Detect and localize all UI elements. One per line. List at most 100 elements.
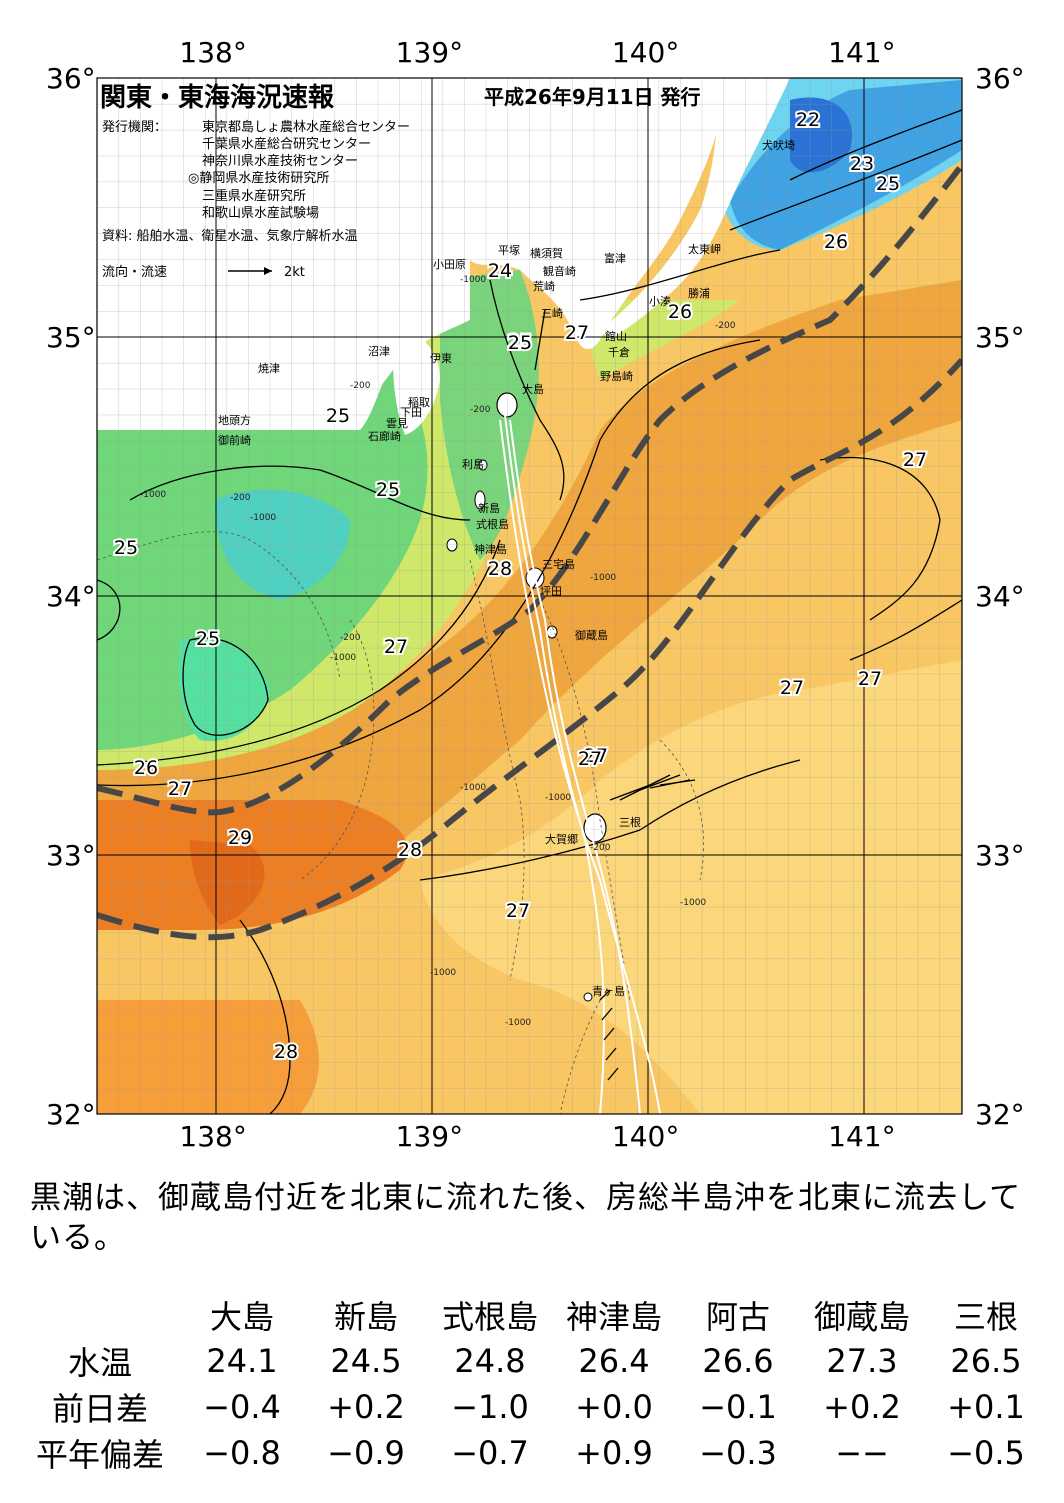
place-label: 小田原: [433, 258, 466, 271]
table-cell: +0.0: [575, 1388, 653, 1426]
place-label: 平塚: [498, 244, 520, 257]
place-label: 館山: [605, 329, 627, 343]
table-cell: 24.8: [454, 1342, 526, 1380]
map-body: [97, 78, 962, 1114]
depth-contour-label: -200: [590, 843, 611, 853]
table-cell: 26.5: [950, 1342, 1022, 1380]
table-cell: −0.4: [203, 1388, 281, 1426]
lon-label-top: 141°: [828, 36, 895, 69]
depth-contour-label: -1000: [460, 783, 486, 793]
table-cell: +0.2: [823, 1388, 901, 1426]
place-label: 新島: [478, 501, 500, 515]
current-vectors: [534, 309, 696, 1081]
depth-contour-label: -200: [340, 633, 361, 643]
station-temperature-table: 大島 新島 式根島 神津島 阿古 御蔵島 三根 水温 24.1 24.5 24.8 26.4 26.6…: [20, 1292, 1048, 1476]
isotherm-label: 27: [903, 449, 927, 471]
place-label: 野島崎: [600, 369, 633, 383]
lon-label-bottom: 141°: [828, 1120, 895, 1153]
column-header: 三根: [953, 1298, 1018, 1336]
isotherm-label: 22: [796, 109, 820, 131]
table-header-row: 大島 新島 式根島 神津島 阿古 御蔵島 三根: [20, 1292, 1048, 1338]
depth-contour-label: -1000: [680, 898, 706, 908]
depth-contour-label: -1000: [140, 490, 166, 500]
lon-label-bottom: 139°: [396, 1120, 463, 1153]
isotherm-label: 25: [196, 628, 220, 650]
lat-label-right: 33°: [975, 839, 1025, 872]
isotherm-label: 29: [228, 827, 252, 849]
lat-label-right: 36°: [975, 62, 1025, 95]
depth-labels: -200 -1000 -200 -1000 -1000 -200 -1000 -200 -100…: [140, 275, 736, 1028]
table-cell: −0.9: [327, 1434, 405, 1472]
table-cell: +0.2: [327, 1388, 405, 1426]
place-label: 御蔵島: [575, 628, 608, 642]
axis-labels: 138° 138° 139° 139° 140° 140° 141° 141° 36° 36° 35…: [46, 36, 1025, 1153]
table-row: 平年偏差 −0.8 −0.9 −0.7 +0.9 −0.3 −− −0.5: [20, 1430, 1048, 1476]
depth-contour-label: -200: [230, 493, 251, 503]
issuer-2: 神奈川県水産技術センター: [202, 153, 358, 169]
table-cell: +0.9: [575, 1434, 653, 1472]
depth-contour-label: -1000: [330, 653, 356, 663]
place-label: 観音崎: [543, 264, 576, 278]
table-corner: [20, 1292, 180, 1338]
lon-label-bottom: 138°: [179, 1120, 246, 1153]
lon-label-top: 139°: [396, 36, 463, 69]
isotherm-label: 28: [274, 1041, 298, 1063]
isotherm-label: 27: [506, 900, 530, 922]
lat-label-right: 35°: [975, 321, 1025, 354]
place-label: 荒崎: [533, 279, 555, 293]
map-frame: [96, 77, 963, 1115]
isotherm-label: 25: [114, 537, 138, 559]
issue-date: 平成26年9月11日 発行: [484, 85, 701, 109]
isotherm-label: 27: [584, 745, 608, 767]
place-label: 地頭方: [218, 413, 251, 427]
place-label: 三根: [619, 815, 641, 829]
place-label: 沼津: [368, 344, 390, 358]
isotherm-label: 23: [850, 153, 874, 175]
lon-label-top: 138°: [179, 36, 246, 69]
isotherm-label: 25: [508, 332, 532, 354]
lat-label-left: 34°: [46, 580, 96, 613]
table-cell: +0.1: [947, 1388, 1025, 1426]
isotherm-label: 27: [858, 668, 882, 690]
place-label: 利島: [462, 457, 484, 471]
isotherm-label: 26: [824, 231, 848, 253]
current-legend-label: 流向・流速: [102, 264, 167, 280]
table-cell: 26.6: [702, 1342, 774, 1380]
column-header: 神津島: [565, 1298, 662, 1336]
depth-contour-label: -200: [715, 321, 736, 331]
depth-contours: [97, 531, 705, 1114]
isotherm-label: 27: [780, 677, 804, 699]
sea-temperature-map: 関東・東海海況速報 平成26年9月11日 発行 発行機関： 東京都島しょ農林水産…: [46, 36, 1025, 1153]
place-label: 雲見: [386, 417, 408, 430]
isotherm-label: 25: [326, 405, 350, 427]
place-label: 伊東: [430, 352, 452, 365]
place-label: 神津島: [474, 542, 507, 556]
isotherm-label: 25: [876, 173, 900, 195]
isotherm-label: 27: [565, 322, 589, 344]
lat-label-left: 33°: [46, 839, 96, 872]
column-header: 大島: [209, 1298, 274, 1336]
place-label: 千倉: [608, 345, 630, 359]
table-cell: 27.3: [826, 1342, 898, 1380]
ship-tracks: [499, 414, 661, 1114]
depth-contour-label: -1000: [430, 968, 456, 978]
row-label: 前日差: [51, 1390, 148, 1428]
isotherm-label: 27: [578, 748, 602, 770]
table-cell: −−: [835, 1434, 889, 1472]
place-label: 三宅島: [542, 557, 575, 571]
place-label: 三崎: [541, 306, 563, 320]
lon-label-top: 140°: [612, 36, 679, 69]
depth-contour-label: -1000: [250, 513, 276, 523]
depth-contour-label: -1000: [590, 573, 616, 583]
issuer-1: 千葉県水産総合研究センター: [202, 136, 371, 152]
place-label: 小湊: [649, 294, 671, 308]
table-cell: 24.1: [206, 1342, 278, 1380]
place-label: 横須賀: [530, 246, 563, 260]
isotherm-label: 27: [384, 636, 408, 658]
place-label: 大賀郷: [545, 832, 578, 846]
data-source: 資料: 船舶水温、衛星水温、気象庁解析水温: [102, 228, 358, 244]
lat-label-left: 35°: [46, 321, 96, 354]
kuroshio-axis: [97, 163, 962, 941]
table-row: 水温 24.1 24.5 24.8 26.4 26.6 27.3 26.5: [20, 1338, 1048, 1384]
isotherm-label: 26: [668, 301, 692, 323]
